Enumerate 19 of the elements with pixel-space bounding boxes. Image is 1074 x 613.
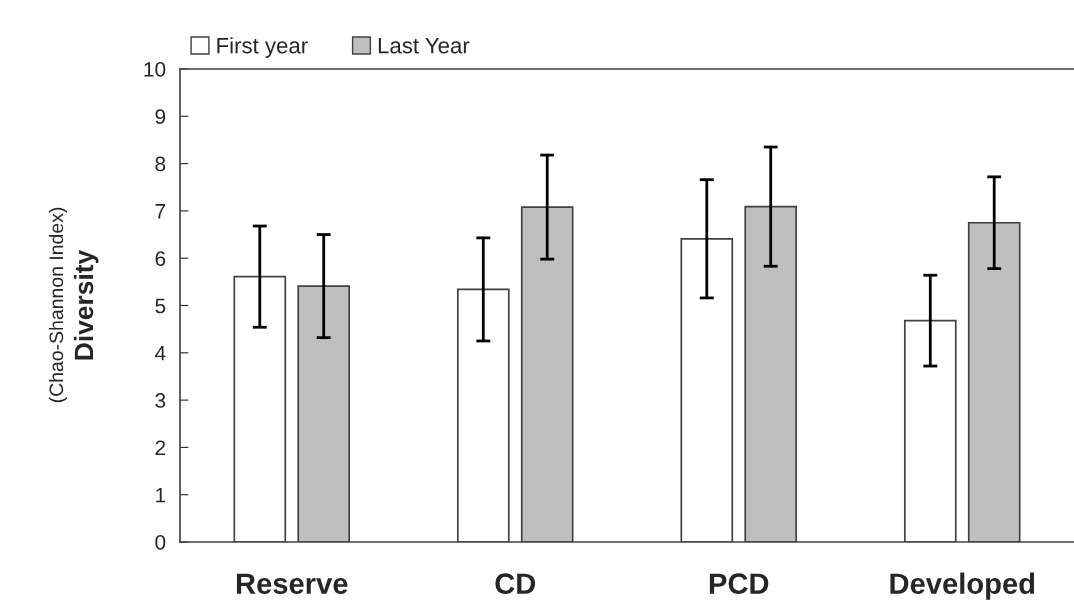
y-axis-title: Diversity (73, 249, 99, 360)
y-tick-label: 5 (155, 298, 166, 314)
y-tick-label: 4 (155, 346, 166, 361)
y-tick-label: 0 (155, 535, 166, 550)
text: (Chao-Shannon Index) (48, 207, 68, 403)
x-tick-label: PCD (709, 573, 769, 594)
y-tick-label: 1 (156, 487, 166, 503)
y-tick-label: 3 (155, 393, 166, 408)
y-tick-label: 2 (155, 440, 166, 455)
legend-label: Last Year (378, 37, 470, 54)
y-tick-label: 8 (155, 156, 166, 172)
y-tick-label: 6 (155, 251, 166, 266)
x-tick-label: CD (495, 573, 536, 594)
y-tick-label: 9 (155, 109, 166, 125)
x-tick-label: Reserve (236, 573, 348, 594)
legend-label: First year (217, 37, 308, 58)
x-tick-label: Developed (890, 572, 1035, 600)
y-tick-label: 7 (155, 204, 166, 219)
y-tick-label: 10 (144, 62, 166, 77)
